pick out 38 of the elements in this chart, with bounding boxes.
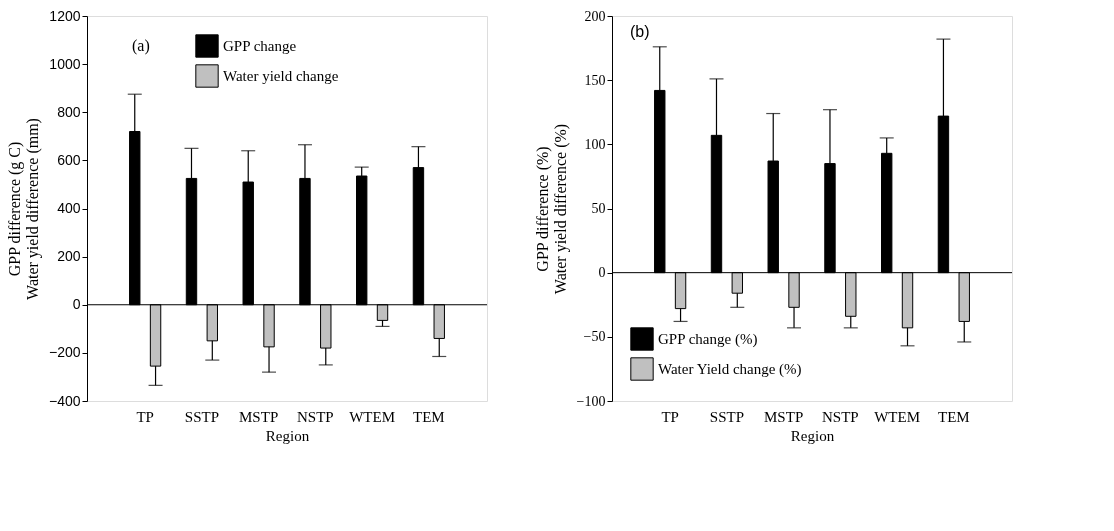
x-tick-label: WTEM: [874, 408, 921, 425]
legend-label: Water yield change: [223, 68, 339, 84]
y-tick-label: 200: [584, 8, 606, 24]
y-tick-label: 200: [57, 248, 81, 265]
y-tick-label: 150: [584, 72, 606, 88]
x-tick-label: MSTP: [239, 408, 279, 425]
x-tick-label: WTEM: [349, 408, 396, 425]
y-axis-title: GPP difference (g C) Water yield difference (mm): [5, 118, 42, 300]
x-axis-title: Region: [790, 427, 835, 444]
x-tick-label: MSTP: [764, 408, 804, 425]
y-tick-label: 1200: [49, 7, 81, 24]
x-tick-label: SSTP: [184, 408, 219, 425]
y-tick-label: −100: [576, 393, 606, 409]
x-axis-title: Region: [265, 427, 310, 444]
annotation: (b): [630, 23, 650, 40]
y-axis-title: GPP difference (%) Water yield difference (%): [533, 123, 570, 295]
x-tick-label: NSTP: [822, 408, 859, 425]
legend-label: GPP change (%): [658, 331, 758, 348]
y-tick-label: −400: [48, 392, 81, 409]
x-tick-label: TEM: [938, 408, 970, 425]
y-tick-label: 800: [57, 103, 81, 120]
y-tick-label: 400: [57, 200, 81, 216]
x-tick-label: SSTP: [709, 408, 744, 425]
annotation: (a): [132, 37, 150, 55]
y-tick-label: 600: [57, 151, 81, 168]
x-tick-label: TP: [136, 408, 154, 425]
x-tick-label: TP: [661, 408, 679, 425]
x-tick-label: NSTP: [297, 408, 334, 425]
y-tick-label: 1000: [49, 55, 81, 72]
y-tick-label: 100: [584, 136, 606, 152]
y-tick-label: 0: [598, 265, 606, 281]
legend-label: GPP change: [223, 38, 297, 54]
y-tick-label: −50: [583, 329, 606, 345]
y-tick-label: −200: [48, 344, 81, 361]
y-tick-label: 0: [72, 296, 81, 313]
legend-label: Water Yield change (%): [658, 361, 802, 378]
y-tick-label: 50: [591, 201, 606, 216]
x-tick-label: TEM: [413, 408, 445, 425]
